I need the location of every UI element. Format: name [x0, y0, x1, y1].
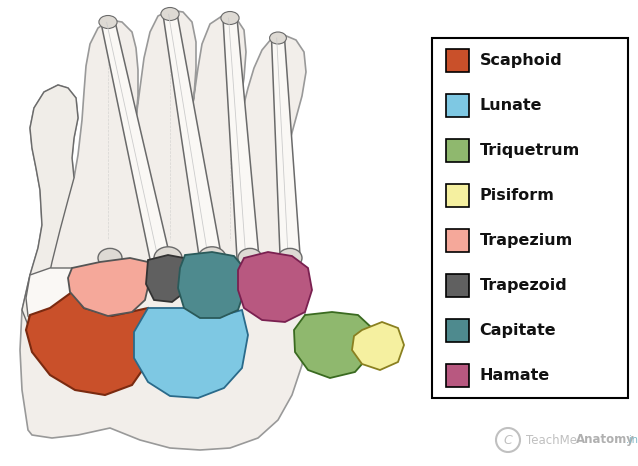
Polygon shape [68, 258, 150, 316]
Bar [446, 274, 470, 297]
Bar [446, 364, 470, 387]
Text: Scaphoid: Scaphoid [479, 53, 562, 68]
Text: Pisiform: Pisiform [479, 188, 554, 203]
Polygon shape [352, 322, 404, 370]
Polygon shape [101, 21, 170, 260]
Polygon shape [20, 10, 306, 450]
Text: Hamate: Hamate [479, 368, 550, 383]
Polygon shape [22, 85, 78, 340]
Polygon shape [294, 312, 372, 378]
Bar [446, 94, 470, 117]
Ellipse shape [198, 247, 226, 269]
Bar [446, 139, 470, 162]
Ellipse shape [98, 248, 122, 267]
Text: Lunate: Lunate [479, 98, 542, 113]
Polygon shape [146, 255, 188, 302]
Ellipse shape [161, 7, 179, 21]
Text: Anatomy: Anatomy [576, 433, 635, 446]
Polygon shape [223, 18, 259, 259]
Bar [446, 229, 470, 252]
Text: Trapezoid: Trapezoid [479, 278, 567, 293]
Ellipse shape [99, 15, 117, 28]
Polygon shape [26, 292, 155, 395]
Text: Triquetrum: Triquetrum [479, 143, 580, 158]
Polygon shape [178, 252, 244, 318]
Ellipse shape [221, 12, 239, 25]
Polygon shape [238, 252, 312, 322]
Polygon shape [26, 268, 94, 342]
Bar [432, 38, 628, 398]
Polygon shape [272, 38, 300, 255]
Text: .info: .info [626, 435, 638, 445]
Bar [446, 184, 470, 207]
Text: C: C [503, 433, 512, 446]
Ellipse shape [154, 247, 182, 269]
Ellipse shape [238, 248, 262, 267]
Bar [446, 49, 470, 72]
Text: TeachMe: TeachMe [526, 433, 577, 446]
Text: Capitate: Capitate [479, 323, 556, 338]
Polygon shape [134, 308, 248, 398]
Polygon shape [163, 13, 221, 257]
Text: Trapezium: Trapezium [479, 233, 573, 248]
Ellipse shape [278, 248, 302, 267]
Ellipse shape [270, 32, 286, 44]
Bar [446, 319, 470, 342]
